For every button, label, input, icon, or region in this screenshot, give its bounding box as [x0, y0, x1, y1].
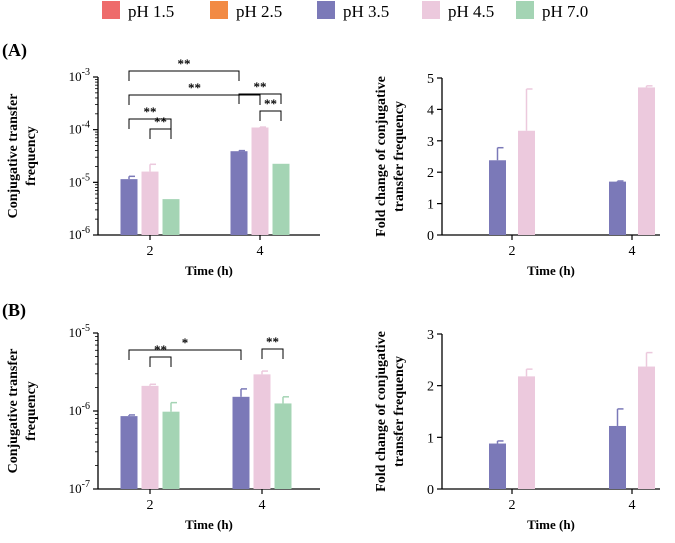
significance-label: **	[144, 104, 157, 119]
x-tick-label: 4	[257, 244, 264, 259]
legend-label: pH 7.0	[542, 2, 588, 21]
y-tick-label: 10-6	[69, 225, 90, 242]
significance-bracket	[149, 128, 172, 139]
bar	[162, 411, 180, 489]
bar	[232, 396, 250, 489]
legend-item: pH 1.5	[102, 1, 174, 21]
y-axis-title: Conjugative transfer	[6, 94, 21, 219]
y-tick-label: 3	[427, 135, 434, 150]
legend-swatch	[210, 1, 228, 19]
significance-label: *	[182, 335, 189, 350]
legend-swatch	[422, 1, 440, 19]
chart-b-left: 10-7 10-6 10-5 2 4 Time (h) Conjugative transf…	[6, 323, 320, 532]
y-tick-label: 10-5	[69, 323, 90, 340]
legend-item: pH 2.5	[210, 1, 282, 21]
significance-label: **	[264, 96, 277, 111]
legend-label: pH 2.5	[236, 2, 282, 21]
y-tick-label: 0	[427, 229, 434, 244]
y-tick-label: 1	[427, 198, 434, 213]
bar	[638, 87, 655, 235]
y-tick-label: 4	[427, 103, 434, 118]
y-axis-title: transfer frequency	[392, 356, 407, 467]
significance-label: **	[154, 114, 167, 129]
y-axis-title: Fold change of conjugative	[374, 76, 389, 237]
y-axis-title: Fold change of conjugative	[374, 331, 389, 492]
y-axis-title: Conjugative transfer	[6, 349, 21, 474]
y-tick-label: 10-3	[69, 67, 90, 84]
legend-swatch	[317, 1, 335, 19]
x-axis-title: Time (h)	[185, 263, 233, 278]
significance-bracket	[128, 118, 172, 129]
bar	[141, 171, 159, 235]
y-axis-title: frequency	[24, 381, 39, 441]
significance-label: **	[178, 56, 191, 71]
y-tick-label: 10-6	[69, 401, 90, 418]
significance-bracket	[238, 93, 282, 104]
significance-label: **	[266, 334, 279, 349]
legend-item: pH 4.5	[422, 1, 494, 21]
bar	[609, 181, 626, 235]
y-axis-title: frequency	[24, 126, 39, 186]
x-tick-label: 4	[629, 498, 636, 513]
y-tick-label: 10-7	[69, 479, 90, 496]
y-tick-label: 3	[427, 328, 434, 343]
y-tick-label: 10-4	[69, 120, 90, 137]
bar	[162, 199, 180, 235]
significance-bracket	[128, 70, 240, 81]
legend-item: pH 3.5	[317, 1, 389, 21]
x-tick-label: 2	[509, 498, 516, 513]
bar	[638, 366, 655, 489]
bar	[518, 376, 535, 489]
x-tick-label: 2	[509, 244, 516, 259]
x-axis-title: Time (h)	[527, 263, 575, 278]
legend-label: pH 4.5	[448, 2, 494, 21]
y-tick-label: 10-5	[69, 172, 90, 189]
legend-item: pH 7.0	[516, 1, 588, 21]
chart-b-right: 0 1 2 3 2 4 Time (h) Fold change of conjugative…	[374, 328, 660, 532]
y-tick-label: 2	[427, 166, 434, 181]
legend-label: pH 1.5	[128, 2, 174, 21]
x-tick-label: 4	[259, 498, 266, 513]
y-tick-label: 1	[427, 431, 434, 446]
bar	[251, 127, 269, 235]
x-axis-title: Time (h)	[185, 517, 233, 532]
y-tick-label: 0	[427, 483, 434, 498]
chart-a-left: 10-6 10-5 10-4 10-3 2 4 Time (h) Conjugative tr…	[6, 56, 320, 278]
bar	[120, 416, 138, 489]
legend-swatch	[516, 1, 534, 19]
y-tick-label: 5	[427, 72, 434, 87]
significance-label: **	[254, 79, 267, 94]
bar	[230, 151, 248, 235]
significance-label: **	[188, 80, 201, 95]
bar	[489, 160, 506, 235]
significance-bracket	[259, 110, 282, 121]
x-tick-label: 2	[147, 498, 154, 513]
bar	[120, 179, 138, 235]
x-axis-title: Time (h)	[527, 517, 575, 532]
significance-bracket	[128, 94, 261, 105]
y-axis-title: transfer frequency	[392, 101, 407, 212]
bar	[489, 443, 506, 489]
bar	[609, 425, 626, 489]
y-tick-label: 2	[427, 380, 434, 395]
bar	[141, 385, 159, 489]
significance-bracket	[261, 348, 284, 359]
significance-label: **	[154, 342, 167, 357]
x-tick-label: 4	[629, 244, 636, 259]
bar	[274, 403, 292, 489]
x-tick-label: 2	[147, 244, 154, 259]
legend-label: pH 3.5	[343, 2, 389, 21]
significance-bracket	[149, 356, 172, 367]
significance-bracket	[128, 349, 242, 360]
bar	[253, 374, 271, 489]
legend-swatch	[102, 1, 120, 19]
panel-label-a: (A)	[2, 40, 27, 61]
legend: pH 1.5 pH 2.5 pH 3.5 pH 4.5 pH 7.0	[102, 1, 588, 21]
bar	[272, 163, 290, 235]
panel-label-b: (B)	[2, 300, 26, 321]
bar	[518, 130, 535, 235]
chart-a-right: 0 1 2 3 4 5 2 4 Time (h) Fold change of conjugati…	[374, 72, 660, 278]
